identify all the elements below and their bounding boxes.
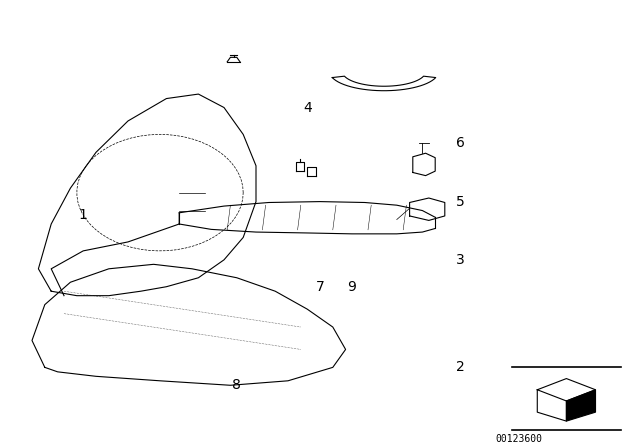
Text: 6: 6 [456,136,465,151]
Text: 4: 4 [303,100,312,115]
Text: 3: 3 [456,253,465,267]
Text: 00123600: 00123600 [495,434,542,444]
Text: 2: 2 [456,360,465,375]
Text: 9: 9 [348,280,356,294]
Text: 8: 8 [232,378,241,392]
Polygon shape [566,390,596,421]
Text: 1: 1 [79,208,88,222]
Text: 7: 7 [316,280,324,294]
Text: 5: 5 [456,194,465,209]
